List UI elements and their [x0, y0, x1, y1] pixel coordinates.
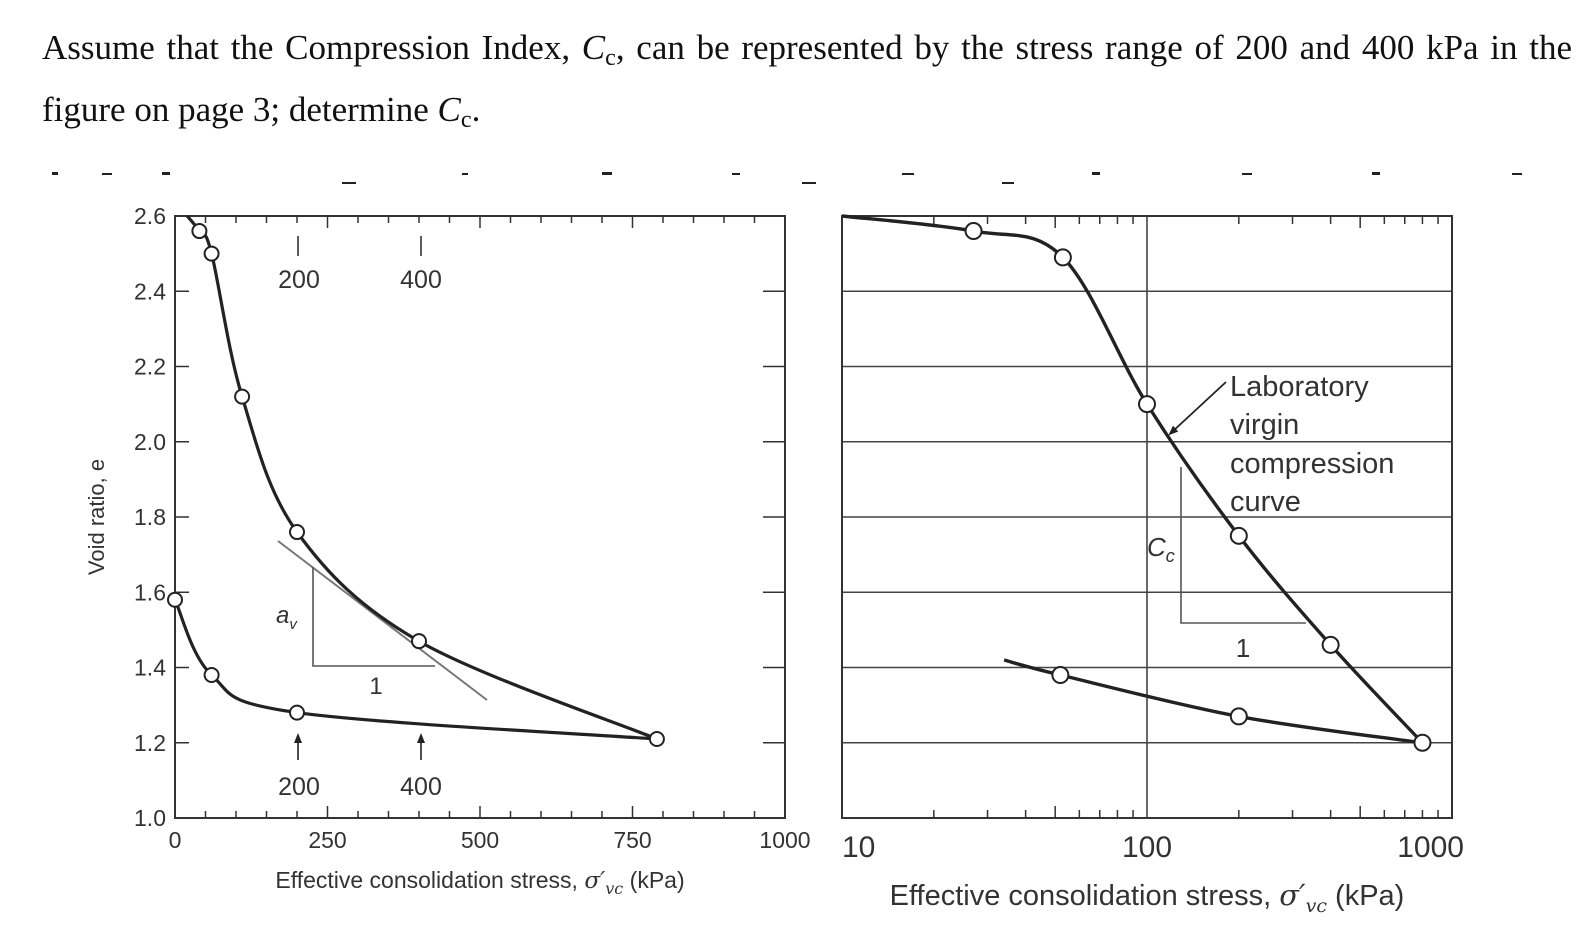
top-label-400: 400: [400, 266, 442, 294]
right-x-tick-label: 10: [842, 831, 875, 864]
right-data-point: [1053, 248, 1072, 267]
right-data-point: [1229, 707, 1248, 726]
left-data-point: [411, 633, 427, 650]
cc-symbol-2: C: [437, 90, 461, 129]
right-x-tick-labels: 10 100 1000: [842, 831, 1464, 864]
left-data-points: [167, 223, 665, 747]
left-data-point: [289, 524, 305, 541]
left-curve-loading: [185, 214, 658, 741]
curve-label-line3: compression: [1230, 448, 1394, 480]
left-curve-unloading: [173, 599, 658, 741]
curve-label-line1: Laboratory: [1230, 371, 1369, 403]
right-curve-unloading: [1003, 658, 1423, 745]
left-data-point: [203, 667, 220, 684]
left-x-label-unit: (kPa): [623, 867, 684, 893]
left-x-label-text: Effective consolidation stress,: [275, 867, 584, 893]
question-part3: .: [471, 90, 481, 129]
left-x-tick-label: 750: [613, 827, 651, 853]
left-x-axis-label: Effective consolidation stress, σ′vc (kP…: [275, 867, 684, 898]
right-x-label-sub: vc: [1306, 895, 1328, 917]
cc-subscript: c: [605, 45, 616, 71]
left-x-tick-label: 500: [461, 827, 499, 853]
av-label: av: [276, 602, 298, 633]
left-data-point: [203, 245, 220, 262]
left-y-tick-label: 1.2: [134, 730, 166, 756]
cc-symbol: C: [581, 28, 606, 67]
right-data-points: [964, 222, 1432, 752]
left-y-axis-label: Void ratio, e: [84, 459, 109, 575]
left-y-tick-label: 2.6: [134, 203, 166, 229]
left-data-point: [234, 388, 251, 405]
right-x-label-unit: (kPa): [1327, 880, 1404, 912]
left-y-tick-label: 1.6: [134, 579, 166, 605]
left-x-tick-labels: 0 250 500 750 1000: [169, 827, 811, 853]
cc-subscript-2: c: [460, 107, 472, 133]
right-x-tick-label: 1000: [1397, 831, 1464, 864]
linear-chart: 1.01.21.41.61.82.02.22.42.6 0 250 500 750 10…: [84, 203, 811, 898]
cc-slope-triangle: [1180, 467, 1306, 624]
curve-label-line4: curve: [1230, 486, 1301, 518]
left-y-tick-label: 2.0: [134, 429, 166, 455]
right-grid: [842, 216, 1452, 818]
curve-label-leader-arrow: [1168, 381, 1227, 436]
curve-label-line2: virgin: [1230, 409, 1299, 441]
log-chart: 10 100 1000 Effective consolidation stress…: [841, 214, 1464, 917]
right-data-point: [1051, 666, 1070, 685]
left-data-point: [289, 704, 305, 721]
cc-label: Cc: [1147, 532, 1175, 566]
right-plot-frame: [841, 215, 1453, 819]
left-y-tick-label: 2.4: [134, 278, 166, 304]
question-part2: , can be represented by the stress range…: [42, 28, 1572, 129]
left-data-point: [648, 730, 665, 747]
left-curves: [173, 214, 658, 741]
left-x-tick-label: 1000: [759, 827, 810, 853]
left-y-tick-label: 1.8: [134, 504, 166, 530]
right-data-point: [1321, 635, 1340, 654]
right-x-tick-label: 100: [1122, 831, 1172, 864]
cut-off-text-line: [52, 172, 1522, 184]
right-x-label-symbol: σ′: [1279, 878, 1306, 912]
bottom-label-200: 200: [278, 773, 320, 801]
left-data-point: [191, 223, 208, 240]
curve-label: Laboratory virgin compression curve: [1230, 371, 1402, 518]
left-y-tick-label: 1.4: [134, 655, 166, 681]
bottom-label-400: 400: [400, 773, 442, 801]
left-y-tick-label: 1.0: [134, 805, 166, 831]
right-data-point: [1413, 733, 1432, 752]
left-run-label: 1: [369, 673, 382, 700]
left-plot-frame: [174, 215, 786, 819]
question-text: Assume that the Compression Index, Cc, c…: [42, 22, 1572, 146]
right-data-point: [964, 222, 983, 241]
left-data-point: [167, 591, 183, 608]
right-data-point: [1229, 526, 1248, 545]
right-run-label: 1: [1236, 633, 1250, 663]
top-label-200: 200: [278, 266, 320, 294]
left-x-tick-label: 250: [308, 827, 346, 853]
left-x-label-sub: vc: [605, 879, 623, 898]
right-x-label-text: Effective consolidation stress,: [890, 880, 1280, 912]
av-slope-triangle: [312, 567, 435, 667]
left-x-tick-label: 0: [169, 827, 182, 853]
left-x-label-symbol: σ′: [584, 868, 606, 894]
left-y-tick-labels: 1.0 1.2 1.4 1.6 1.8 2.0 2.2 2.4 2.6: [134, 203, 166, 831]
question-part1: Assume that the Compression Index,: [42, 28, 582, 67]
left-y-tick-label: 2.2: [134, 354, 166, 380]
right-data-point: [1138, 395, 1156, 414]
right-x-axis-label: Effective consolidation stress, σ′vc (kP…: [890, 878, 1405, 917]
